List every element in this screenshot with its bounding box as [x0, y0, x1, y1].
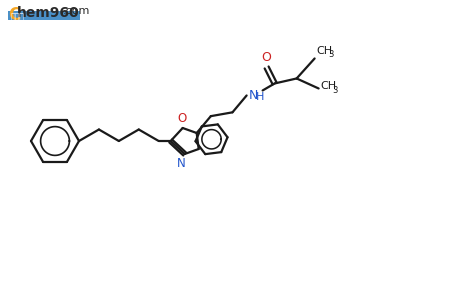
Text: hem960: hem960: [17, 6, 80, 20]
Text: CH: CH: [320, 81, 337, 91]
Text: 3: 3: [333, 86, 338, 95]
Text: H: H: [256, 93, 264, 103]
Text: N: N: [177, 157, 186, 170]
Text: .com: .com: [63, 6, 91, 16]
Text: CH: CH: [317, 47, 333, 57]
FancyBboxPatch shape: [8, 11, 80, 20]
Text: 化工网: 化工网: [11, 12, 25, 21]
Text: O: O: [262, 52, 272, 64]
Text: 3: 3: [328, 50, 334, 59]
Text: C: C: [8, 6, 20, 24]
Text: N: N: [249, 89, 258, 102]
Text: O: O: [177, 112, 186, 125]
